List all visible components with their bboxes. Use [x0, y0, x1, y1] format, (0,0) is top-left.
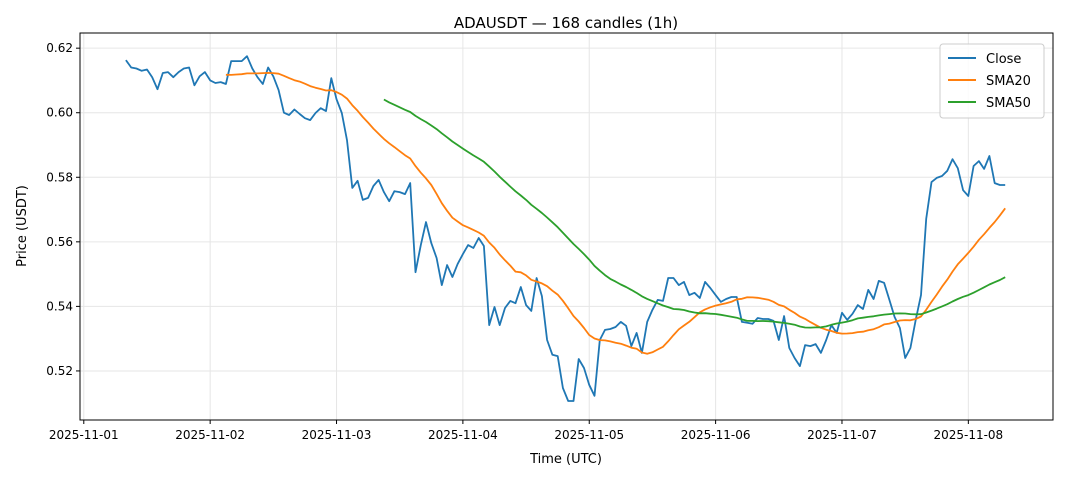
y-tick-label: 0.58 [46, 170, 73, 184]
x-tick-label: 2025-11-04 [428, 428, 498, 442]
x-tick-label: 2025-11-03 [302, 428, 372, 442]
y-tick-label: 0.62 [46, 41, 73, 55]
x-tick-label: 2025-11-01 [49, 428, 119, 442]
x-tick-label: 2025-11-02 [175, 428, 245, 442]
x-axis-label: Time (UTC) [529, 452, 602, 467]
legend-label-sma50: SMA50 [986, 96, 1031, 111]
x-tick-label: 2025-11-07 [807, 428, 877, 442]
legend-label-close: Close [986, 52, 1021, 67]
x-tick-label: 2025-11-06 [681, 428, 751, 442]
x-tick-label: 2025-11-05 [554, 428, 624, 442]
series-sma50-line [383, 98, 1006, 329]
series-lines [125, 55, 1006, 402]
y-tick-label: 0.60 [46, 106, 73, 120]
y-tick-label: 0.54 [46, 299, 73, 313]
plot-frame [79, 32, 1054, 421]
y-axis: 0.52 0.54 0.56 0.58 0.60 0.62 [46, 41, 80, 378]
chart-title: ADAUSDT — 168 candles (1h) [454, 14, 678, 32]
y-tick-label: 0.52 [46, 364, 73, 378]
legend: Close SMA20 SMA50 [939, 43, 1045, 119]
x-axis: 2025-11-01 2025-11-02 2025-11-03 2025-11-04… [49, 420, 1003, 442]
series-close-line [125, 55, 1006, 402]
legend-label-sma20: SMA20 [986, 74, 1031, 89]
legend-box [939, 43, 1045, 119]
series-sma20-line [225, 72, 1006, 355]
y-axis-label: Price (USDT) [15, 185, 30, 267]
x-tick-label: 2025-11-08 [933, 428, 1003, 442]
grid [80, 33, 1053, 420]
y-tick-label: 0.56 [46, 235, 73, 249]
